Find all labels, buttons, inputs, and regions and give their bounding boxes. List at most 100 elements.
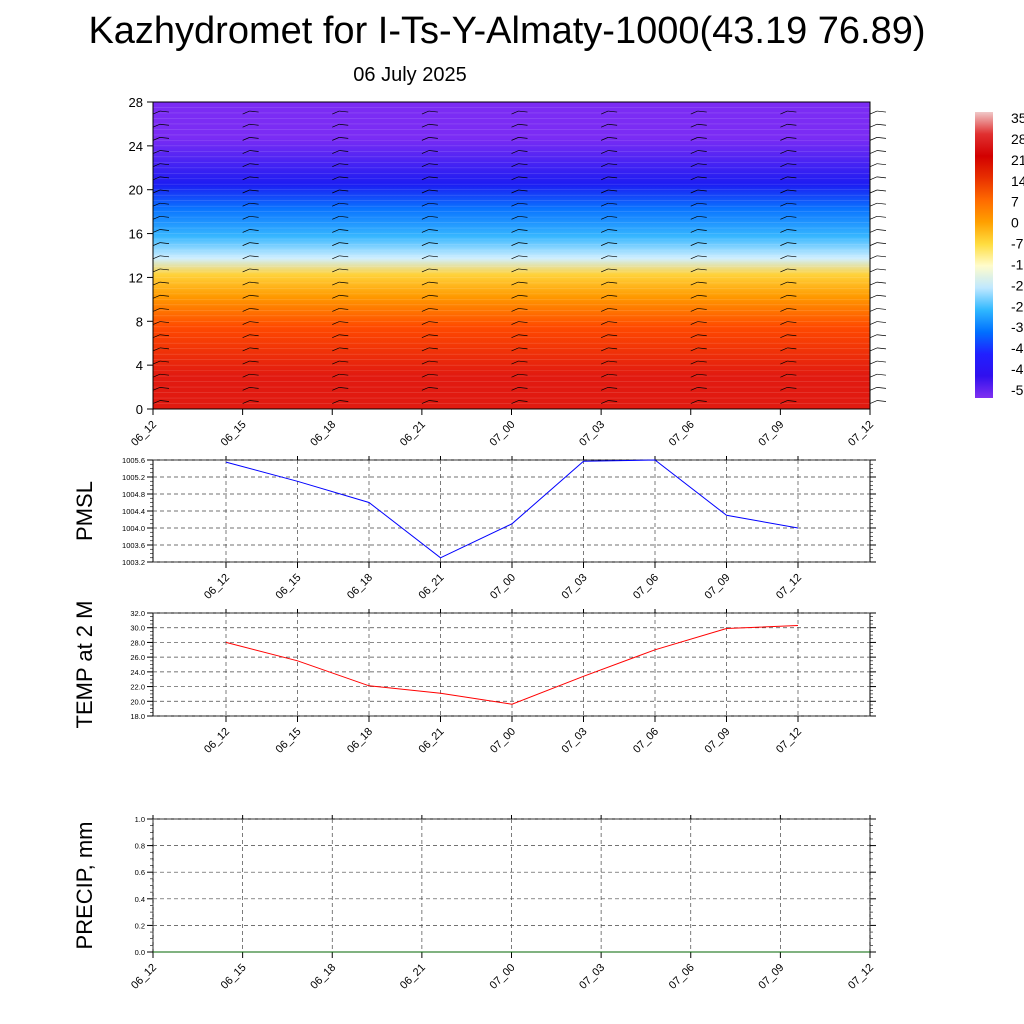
wind-barb bbox=[511, 268, 528, 273]
colorbar-label: 28 bbox=[1011, 131, 1024, 147]
wind-barb bbox=[421, 202, 438, 207]
x-tick-label: 06_21 bbox=[398, 419, 428, 449]
wind-barb bbox=[690, 294, 707, 299]
x-tick-label: 06_18 bbox=[345, 726, 375, 756]
wind-barb bbox=[690, 189, 707, 194]
wind-barb bbox=[690, 281, 707, 286]
colorbar-label: -2 bbox=[1011, 277, 1024, 293]
wind-barb bbox=[242, 294, 259, 299]
wind-barb bbox=[511, 255, 528, 260]
y-tick-label: 32.0 bbox=[130, 609, 145, 618]
wind-barb bbox=[690, 110, 707, 115]
colorbar-label: -2 bbox=[1011, 298, 1024, 314]
wind-barb bbox=[690, 255, 707, 260]
x-tick-label: 07_06 bbox=[631, 572, 661, 602]
wind-barb bbox=[780, 281, 797, 286]
wind-barb bbox=[511, 294, 528, 299]
wind-barb bbox=[690, 373, 707, 378]
wind-barb bbox=[780, 400, 797, 404]
wind-barb bbox=[152, 268, 170, 273]
wind-barb bbox=[332, 255, 349, 260]
wind-barb bbox=[332, 123, 349, 128]
wind-barb bbox=[421, 189, 438, 194]
wind-barb bbox=[690, 150, 707, 154]
wind-barb bbox=[600, 347, 618, 352]
wind-barb bbox=[600, 321, 618, 325]
x-tick-label: 07_00 bbox=[488, 419, 518, 449]
wind-barb bbox=[242, 334, 259, 339]
wind-barb bbox=[600, 373, 618, 378]
wind-barb bbox=[780, 360, 797, 365]
wind-barb bbox=[690, 176, 707, 181]
x-tick-label: 06_18 bbox=[345, 572, 375, 602]
y-tick-label: 20.0 bbox=[130, 697, 145, 706]
wind-barb bbox=[152, 334, 170, 339]
y-tick-label: 1003.2 bbox=[122, 558, 145, 567]
wind-barb bbox=[869, 281, 887, 286]
wind-barb bbox=[511, 400, 528, 404]
wind-barb bbox=[869, 163, 887, 168]
wind-barb bbox=[690, 229, 707, 233]
wind-barb bbox=[869, 255, 887, 260]
x-tick-label: 07_00 bbox=[488, 572, 518, 602]
x-tick-label: 07_06 bbox=[631, 726, 661, 756]
y-tick-label: 18.0 bbox=[130, 712, 145, 721]
x-tick-label: 06_18 bbox=[308, 419, 338, 449]
colorbar-label: -3 bbox=[1011, 319, 1024, 335]
wind-barb bbox=[152, 163, 170, 168]
y-tick-label: 1.0 bbox=[135, 815, 145, 824]
wind-barb bbox=[242, 137, 259, 141]
wind-barb bbox=[600, 202, 618, 207]
x-tick-label: 07_03 bbox=[560, 572, 590, 602]
wind-barb bbox=[152, 255, 170, 260]
wind-barb bbox=[690, 123, 707, 128]
y-tick-label: 8 bbox=[136, 314, 143, 329]
y-tick-label: 0.0 bbox=[135, 948, 145, 957]
x-tick-label: 07_09 bbox=[756, 962, 786, 992]
y-tick-label: 20 bbox=[129, 183, 143, 198]
wind-barb bbox=[421, 360, 438, 365]
wind-barb bbox=[511, 123, 528, 128]
colorbar-label: 7 bbox=[1011, 194, 1019, 210]
wind-barb bbox=[511, 308, 528, 312]
wind-barb bbox=[511, 347, 528, 352]
wind-barb bbox=[152, 123, 170, 128]
x-tick-label: 07_06 bbox=[667, 962, 697, 992]
y-tick-label: 26.0 bbox=[130, 653, 145, 662]
wind-barb bbox=[421, 242, 438, 246]
wind-barb bbox=[421, 387, 438, 391]
y-tick-label: 0.4 bbox=[135, 895, 145, 904]
wind-barb bbox=[242, 308, 259, 312]
y-tick-label: 0.6 bbox=[135, 868, 145, 877]
wind-barb bbox=[780, 137, 797, 141]
wind-barb bbox=[421, 281, 438, 286]
wind-barb bbox=[242, 360, 259, 365]
wind-barb bbox=[242, 150, 259, 154]
x-tick-label: 07_03 bbox=[577, 419, 607, 449]
wind-barb bbox=[152, 347, 170, 352]
x-tick-label: 07_03 bbox=[577, 962, 607, 992]
wind-barb bbox=[242, 347, 259, 352]
wind-barb bbox=[690, 137, 707, 141]
chart-date: 06 July 2025 bbox=[353, 64, 467, 86]
wind-barb bbox=[332, 202, 349, 207]
wind-barb bbox=[152, 294, 170, 299]
wind-barb bbox=[511, 387, 528, 391]
wind-barb bbox=[690, 163, 707, 168]
wind-barb bbox=[242, 242, 259, 246]
wind-barb bbox=[332, 176, 349, 181]
wind-barb bbox=[332, 387, 349, 391]
y-tick-label: 1004.8 bbox=[122, 490, 145, 499]
colorbar-label: -4 bbox=[1011, 340, 1024, 356]
wind-barb bbox=[511, 360, 528, 365]
wind-barb bbox=[332, 215, 349, 220]
colorbar-label: -4 bbox=[1011, 361, 1024, 377]
wind-barb bbox=[600, 110, 618, 115]
wind-barb bbox=[421, 163, 438, 168]
wind-barb bbox=[600, 229, 618, 233]
colorbar-label: 0 bbox=[1011, 215, 1019, 231]
wind-barb bbox=[780, 268, 797, 273]
wind-barb bbox=[332, 268, 349, 273]
wind-barb bbox=[332, 400, 349, 404]
